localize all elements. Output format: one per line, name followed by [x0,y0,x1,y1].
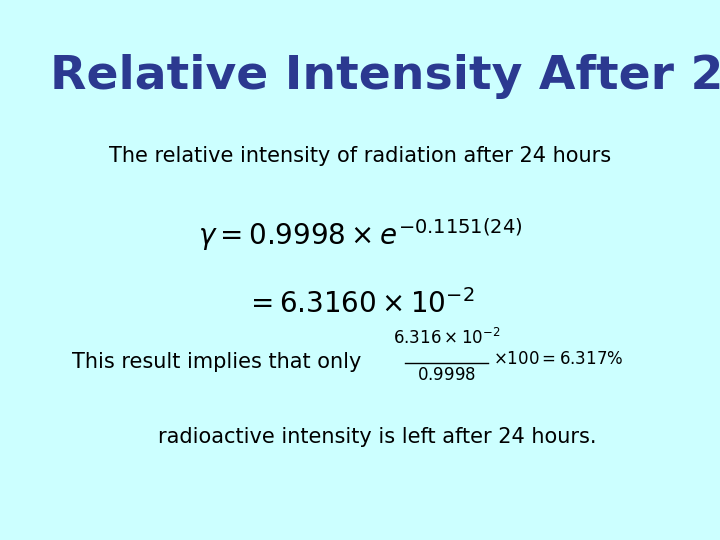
Text: radioactive intensity is left after 24 hours.: radioactive intensity is left after 24 h… [158,427,597,447]
Text: $\times100 = 6.317\%$: $\times100 = 6.317\%$ [493,349,624,368]
Text: The relative intensity of radiation after 24 hours: The relative intensity of radiation afte… [109,146,611,166]
Text: $0.9998$: $0.9998$ [417,366,476,384]
Text: $\gamma = 0.9998 \times e^{-0.1151(24)}$: $\gamma = 0.9998 \times e^{-0.1151(24)}$ [198,216,522,253]
Text: This result implies that only: This result implies that only [72,352,361,372]
Text: $= 6.3160 \times 10^{-2}$: $= 6.3160 \times 10^{-2}$ [246,289,474,319]
Text: Relative Intensity After 24 hrs: Relative Intensity After 24 hrs [50,54,720,99]
Text: $6.316\times10^{-2}$: $6.316\times10^{-2}$ [392,328,500,348]
